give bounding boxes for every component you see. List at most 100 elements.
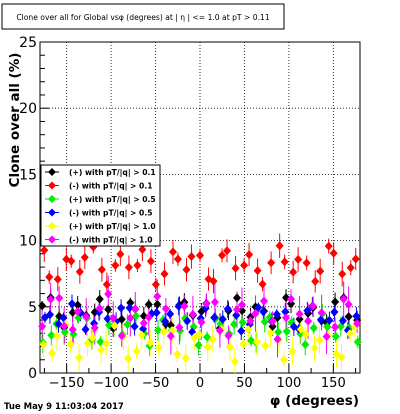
legend-entry: (+) with pT/|q| > 0.1	[45, 168, 156, 178]
data-point	[75, 267, 84, 277]
data-point	[230, 357, 239, 367]
data-point	[123, 320, 132, 330]
data-point	[279, 355, 288, 365]
data-point	[280, 257, 289, 267]
data-point	[210, 297, 219, 307]
x-tick-label: 150	[321, 376, 346, 391]
data-point	[97, 345, 106, 355]
data-point	[316, 315, 325, 325]
data-point	[260, 317, 269, 327]
data-point	[254, 302, 263, 312]
data-point	[125, 303, 134, 313]
data-point	[144, 300, 153, 310]
data-point	[104, 304, 113, 314]
data-point	[95, 294, 104, 304]
y-tick-label: 5	[28, 300, 37, 316]
data-point	[53, 274, 62, 284]
data-point	[338, 316, 347, 326]
data-point	[339, 294, 348, 304]
data-point	[187, 252, 196, 262]
tick-labels: −150 −100 −50 0 50 100 150 0 5 10 15 20 25	[19, 35, 346, 391]
data-point	[351, 254, 360, 264]
data-point	[188, 309, 197, 319]
data-point	[202, 299, 211, 309]
data-point	[39, 340, 48, 350]
legend-marker	[48, 208, 56, 217]
data-point	[194, 340, 203, 350]
data-point	[232, 293, 241, 303]
data-point	[83, 338, 92, 348]
data-point	[244, 325, 253, 335]
data-point	[144, 312, 153, 322]
data-point	[152, 308, 161, 318]
data-point	[301, 340, 310, 350]
legend-marker	[48, 222, 56, 230]
data-point	[203, 342, 212, 352]
data-point	[245, 250, 254, 260]
data-point	[139, 318, 148, 328]
data-point	[75, 353, 84, 363]
legend-entry: (-) with pT/|q| > 1.0	[45, 235, 153, 246]
data-point	[181, 353, 190, 363]
data-point	[223, 304, 232, 314]
data-point	[353, 318, 362, 328]
data-point	[47, 330, 56, 340]
data-point	[82, 312, 91, 322]
data-point	[325, 315, 334, 325]
data-point	[160, 269, 169, 279]
data-point	[218, 314, 227, 324]
data-point	[180, 301, 189, 311]
data-point	[239, 339, 248, 349]
data-point	[304, 316, 313, 326]
data-point	[103, 314, 112, 324]
data-point	[104, 320, 113, 330]
data-point	[151, 279, 160, 289]
legend-entry: (+) with pT/|q| > 0.5	[45, 195, 156, 205]
data-point	[60, 327, 69, 337]
data-point	[218, 250, 227, 260]
data-point	[329, 248, 338, 258]
data-point	[295, 309, 304, 319]
legend-marker	[48, 168, 56, 176]
data-point	[346, 263, 355, 273]
data-point	[126, 313, 135, 323]
x-tick-label: 0	[196, 376, 204, 391]
data-point	[210, 313, 219, 323]
data-point	[344, 312, 353, 322]
data-point	[331, 322, 340, 332]
data-point	[344, 299, 353, 309]
data-point	[251, 309, 260, 319]
data-point	[232, 305, 241, 315]
y-axis-label: Clone over all (%)	[7, 53, 23, 188]
data-point	[60, 321, 69, 331]
data-point	[161, 304, 170, 314]
data-point	[116, 249, 125, 259]
data-point	[215, 325, 224, 335]
data-point	[352, 311, 361, 321]
data-point	[273, 334, 282, 344]
data-point	[132, 346, 141, 356]
data-point	[139, 324, 148, 334]
data-point	[73, 306, 82, 316]
data-point	[209, 276, 218, 286]
data-point	[272, 309, 281, 319]
data-point	[80, 252, 89, 262]
title-box	[1, 3, 285, 30]
data-point	[309, 301, 318, 311]
data-point	[316, 266, 325, 276]
data-point	[46, 294, 55, 304]
x-axis-label: φ (degrees)	[270, 393, 359, 409]
data-point	[237, 306, 246, 316]
data-point	[302, 258, 311, 268]
data-point	[73, 300, 82, 310]
data-point	[68, 325, 77, 335]
data-point	[289, 267, 298, 277]
data-point	[146, 338, 155, 348]
data-point	[231, 263, 240, 273]
data-point	[268, 316, 277, 326]
x-tick-label: −50	[142, 376, 169, 391]
data-point	[183, 316, 192, 326]
x-tick-label: 50	[236, 376, 253, 391]
data-point	[138, 244, 147, 254]
legend: (+) with pT/|q| > 0.1 (-) with pT/|q| > …	[40, 164, 161, 247]
